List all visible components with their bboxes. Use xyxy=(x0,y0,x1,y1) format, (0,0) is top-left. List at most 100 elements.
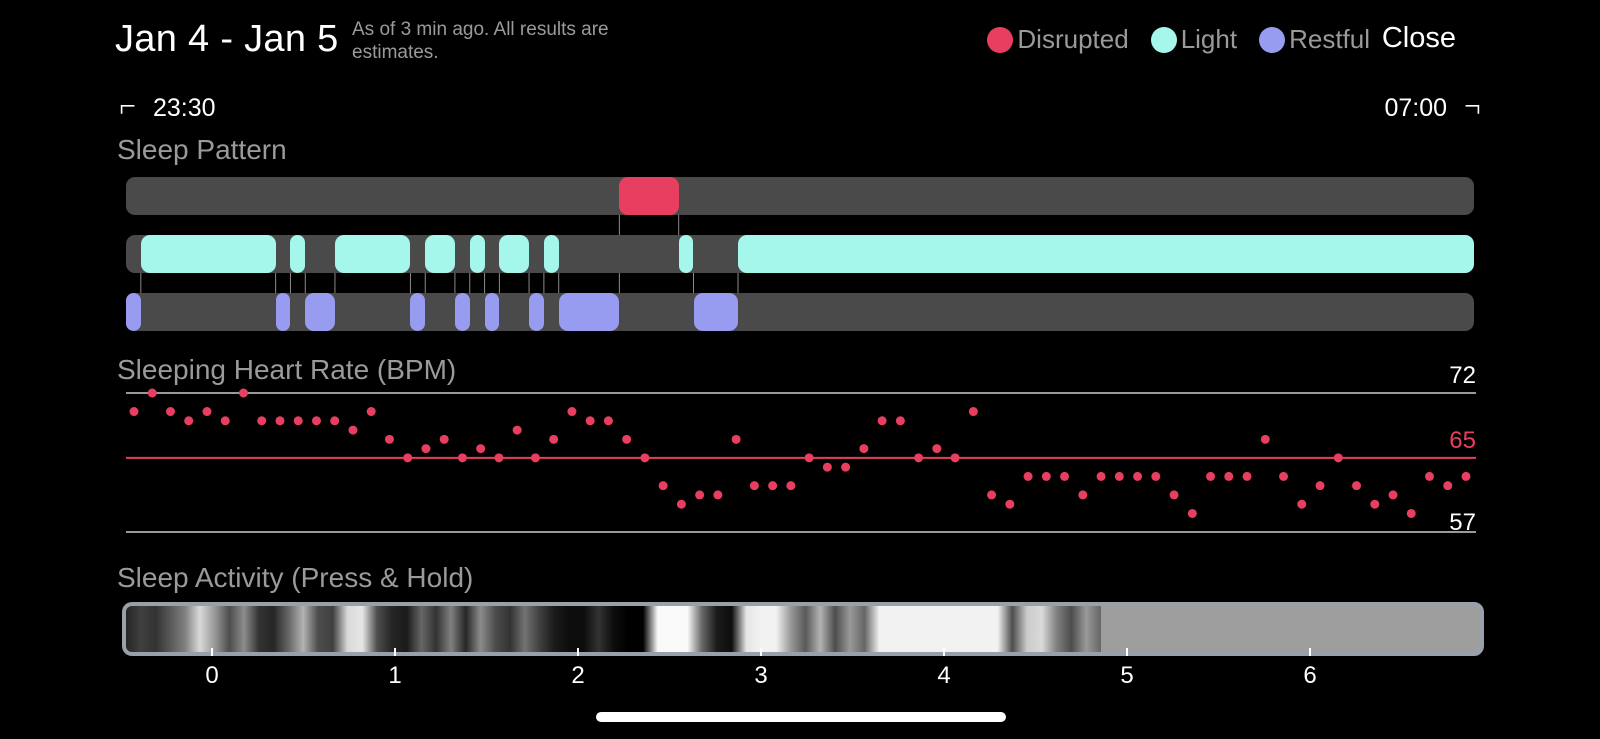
heart-rate-point xyxy=(129,407,139,417)
sleep-segment-light xyxy=(737,235,1474,273)
heart-rate-point xyxy=(1242,471,1252,481)
sleep-pattern-title: Sleep Pattern xyxy=(117,134,287,165)
heart-rate-point xyxy=(421,444,431,454)
heart-rate-point xyxy=(713,490,723,500)
axis-tick-label: 4 xyxy=(937,662,951,689)
heart-rate-point xyxy=(1023,471,1033,481)
heart-rate-point xyxy=(275,416,285,426)
heart-rate-point xyxy=(1151,471,1161,481)
sleep-segment-restful xyxy=(454,293,470,331)
sleep-segment-restful xyxy=(484,293,500,331)
legend-restful: Restful xyxy=(1259,24,1370,55)
heart-rate-point xyxy=(695,490,705,500)
axis-tick-label: 5 xyxy=(1120,662,1134,689)
sleep-segment-restful xyxy=(529,293,544,331)
heart-rate-point xyxy=(1279,471,1289,481)
heart-rate-point xyxy=(950,453,960,463)
heart-rate-point xyxy=(311,416,321,426)
heart-rate-point xyxy=(530,453,540,463)
heart-rate-points xyxy=(129,388,1471,518)
heart-rate-point xyxy=(1406,508,1416,518)
sleep-segment-light xyxy=(469,235,485,273)
heart-rate-point xyxy=(804,453,814,463)
axis-tick xyxy=(760,648,762,656)
axis-tick-label: 6 xyxy=(1303,662,1317,689)
disrupted-track xyxy=(126,177,1474,215)
sleep-activity-bar[interactable] xyxy=(122,602,1484,656)
heart-rate-point xyxy=(257,416,267,426)
stage-legend: Disrupted Light Restful xyxy=(987,24,1370,55)
heart-rate-point xyxy=(147,388,157,398)
sleep-segment-restful xyxy=(410,293,426,331)
heart-rate-point xyxy=(786,481,796,491)
heart-rate-point xyxy=(1352,481,1362,491)
heart-rate-point xyxy=(184,416,194,426)
axis-tick xyxy=(577,648,579,656)
axis-tick xyxy=(943,648,945,656)
heart-rate-point xyxy=(1078,490,1088,500)
estimate-note: As of 3 min ago. All results are estimat… xyxy=(352,19,609,63)
sleep-segment-light xyxy=(290,235,306,273)
light-track xyxy=(126,235,1474,273)
axis-tick xyxy=(211,648,213,656)
heart-rate-point xyxy=(293,416,303,426)
heart-rate-point xyxy=(749,481,759,491)
heart-rate-point xyxy=(1297,499,1307,509)
heart-rate-point xyxy=(676,499,686,509)
sleep-segment-light xyxy=(543,235,559,273)
heart-rate-point xyxy=(348,425,358,435)
legend-light: Light xyxy=(1150,24,1237,55)
heart-rate-point xyxy=(895,416,905,426)
heart-rate-title: Sleeping Heart Rate (BPM) xyxy=(117,354,457,385)
close-button[interactable]: Close xyxy=(1381,22,1456,54)
heart-rate-point xyxy=(1133,471,1143,481)
heart-rate-point xyxy=(1425,471,1435,481)
heart-rate-point xyxy=(1315,481,1325,491)
heart-rate-point xyxy=(1206,471,1216,481)
axis-tick xyxy=(1309,648,1311,656)
end-time: 07:00 xyxy=(1384,94,1480,123)
axis-tick xyxy=(1126,648,1128,656)
page-title: Jan 4 - Jan 5 xyxy=(115,18,339,60)
axis-tick-label: 3 xyxy=(754,662,768,689)
heart-rate-point xyxy=(238,388,248,398)
heart-rate-point xyxy=(549,434,559,444)
disrupted-dot-icon xyxy=(987,26,1014,53)
home-indicator[interactable] xyxy=(596,712,1006,722)
average-value-label: 65 xyxy=(1449,427,1476,454)
heart-rate-point xyxy=(1461,471,1471,481)
light-dot-icon xyxy=(1150,26,1177,53)
sleep-activity-title: Sleep Activity (Press & Hold) xyxy=(117,562,474,593)
heart-rate-point xyxy=(1169,490,1179,500)
end-bracket-icon xyxy=(1465,105,1480,115)
sleep-segment-light xyxy=(140,235,276,273)
sleep-segment-light xyxy=(334,235,411,273)
axis-tick-label: 1 xyxy=(388,662,402,689)
heart-rate-point xyxy=(567,407,577,417)
heart-rate-point xyxy=(1388,490,1398,500)
heart-rate-point xyxy=(439,434,449,444)
heart-rate-point xyxy=(1114,471,1124,481)
sleep-segment-light xyxy=(425,235,455,273)
heart-rate-point xyxy=(1224,471,1234,481)
heart-rate-point xyxy=(603,416,613,426)
heart-rate-point xyxy=(1443,481,1453,491)
sleep-segment-light xyxy=(499,235,530,273)
sleep-segment-restful xyxy=(126,293,141,331)
start-time-label: 23:30 xyxy=(152,94,216,122)
axis-tick xyxy=(394,648,396,656)
heart-rate-point xyxy=(914,453,924,463)
activity-axis: 0 1 2 3 4 5 6 xyxy=(0,648,1600,689)
max-value-label: 72 xyxy=(1449,362,1476,389)
heart-rate-point xyxy=(330,416,340,426)
sleep-segment-light xyxy=(678,235,694,273)
restful-dot-icon xyxy=(1259,26,1286,53)
heart-rate-point xyxy=(658,481,668,491)
heart-rate-point xyxy=(1041,471,1051,481)
axis-tick-label: 2 xyxy=(571,662,585,689)
heart-rate-point xyxy=(384,434,394,444)
heart-rate-point xyxy=(622,434,632,444)
heart-rate-point xyxy=(1260,434,1270,444)
axis-tick-label: 0 xyxy=(205,662,219,689)
heart-rate-point xyxy=(403,453,413,463)
